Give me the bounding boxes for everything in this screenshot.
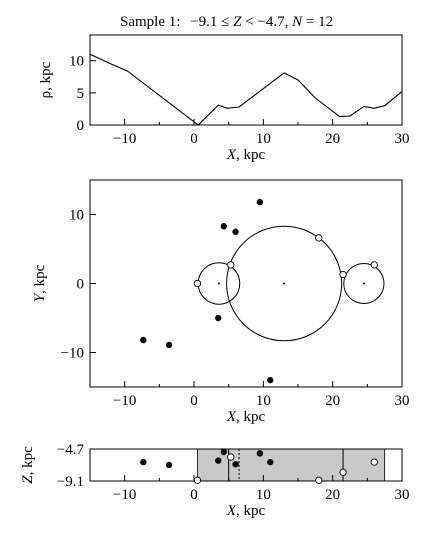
- y-tick-label: 5: [77, 86, 85, 102]
- filled-point: [220, 223, 228, 230]
- x-axis-variable: X: [226, 503, 237, 519]
- x-tick-label: 30: [395, 487, 410, 503]
- x-axis-variable: X: [226, 147, 237, 163]
- neighbourhood-circle: [343, 262, 385, 305]
- open-point: [339, 270, 347, 279]
- y-tick-label: −9.1: [57, 474, 84, 490]
- open-point: [227, 261, 235, 269]
- x-tick-label: −10: [113, 131, 136, 147]
- y-tick-label: −4.7: [57, 442, 85, 458]
- title-n-variable: N: [291, 14, 303, 30]
- filled-point: [256, 450, 264, 457]
- open-point: [315, 234, 323, 242]
- filled-point: [220, 448, 228, 456]
- filled-point: [267, 376, 274, 384]
- x-tick-label: 10: [256, 487, 271, 503]
- x-axis-variable: X: [226, 409, 237, 425]
- filled-point: [165, 341, 173, 349]
- y-axis-label: Z, kpc: [20, 446, 36, 484]
- title-range: −9.1 ≤: [190, 14, 233, 30]
- filled-point: [267, 458, 274, 466]
- x-tick-label: 20: [325, 487, 340, 503]
- open-point: [339, 468, 347, 476]
- x-tick-label: 30: [395, 393, 410, 409]
- y-axis-variable: Y: [32, 292, 48, 302]
- open-point: [227, 453, 235, 461]
- plot-frame: [89, 179, 403, 388]
- filled-point: [256, 198, 264, 206]
- x-tick-label: −10: [113, 393, 136, 409]
- open-point: [315, 476, 323, 484]
- filled-point: [232, 461, 239, 468]
- plot-frame: [89, 34, 403, 126]
- x-tick-label: −10: [113, 487, 136, 503]
- y-tick-label: 0: [77, 118, 85, 134]
- y-axis-unit: , kpc: [32, 264, 48, 294]
- y-tick-label: −10: [61, 346, 84, 362]
- x-tick-label: 10: [256, 393, 271, 409]
- x-axis-label: X, kpc: [226, 147, 266, 163]
- neighbourhood-circle: [226, 225, 343, 342]
- filled-point: [140, 458, 147, 466]
- open-point: [193, 279, 202, 288]
- open-point: [370, 458, 378, 466]
- filled-point: [165, 461, 173, 469]
- x-tick-label: 0: [190, 131, 198, 147]
- y-tick-label: 10: [69, 208, 84, 224]
- x-tick-label: 0: [190, 487, 198, 503]
- x-tick-label: 0: [190, 393, 198, 409]
- filled-point: [232, 228, 239, 235]
- circle-center-dot: [283, 282, 286, 285]
- x-tick-label: 30: [395, 131, 410, 147]
- y-axis-variable: Z: [20, 475, 36, 484]
- x-tick-label: 20: [325, 131, 340, 147]
- open-point: [370, 261, 378, 269]
- x-axis-unit: , kpc: [236, 503, 266, 519]
- open-point: [193, 476, 202, 484]
- y-axis-label: Y, kpc: [32, 264, 48, 302]
- rho-curve: [89, 53, 403, 126]
- x-axis-label: X, kpc: [226, 503, 266, 519]
- y-tick-label: 10: [69, 54, 84, 70]
- title-z-variable: Z: [233, 14, 242, 30]
- x-tick-label: 20: [325, 393, 340, 409]
- plot-frame: [89, 448, 403, 482]
- circle-center-dot: [217, 282, 220, 285]
- filled-point: [140, 336, 147, 344]
- title-count: = 12: [306, 14, 333, 30]
- x-axis-unit: , kpc: [236, 409, 266, 425]
- x-tick-label: 10: [256, 131, 271, 147]
- circle-center-dot: [362, 282, 365, 285]
- filled-point: [215, 314, 222, 322]
- x-axis-label: X, kpc: [226, 409, 266, 425]
- title-mid: < −4.7,: [245, 14, 292, 30]
- y-axis-unit: , kpc: [20, 446, 36, 476]
- figure-title: Sample 1: −9.1 ≤ Z < −4.7, N = 12: [120, 14, 333, 30]
- x-axis-unit: , kpc: [236, 147, 266, 163]
- y-axis-label: ρ, kpc: [38, 61, 54, 98]
- filled-point: [215, 457, 222, 464]
- y-tick-label: 0: [77, 277, 85, 293]
- title-prefix: Sample 1:: [120, 14, 180, 30]
